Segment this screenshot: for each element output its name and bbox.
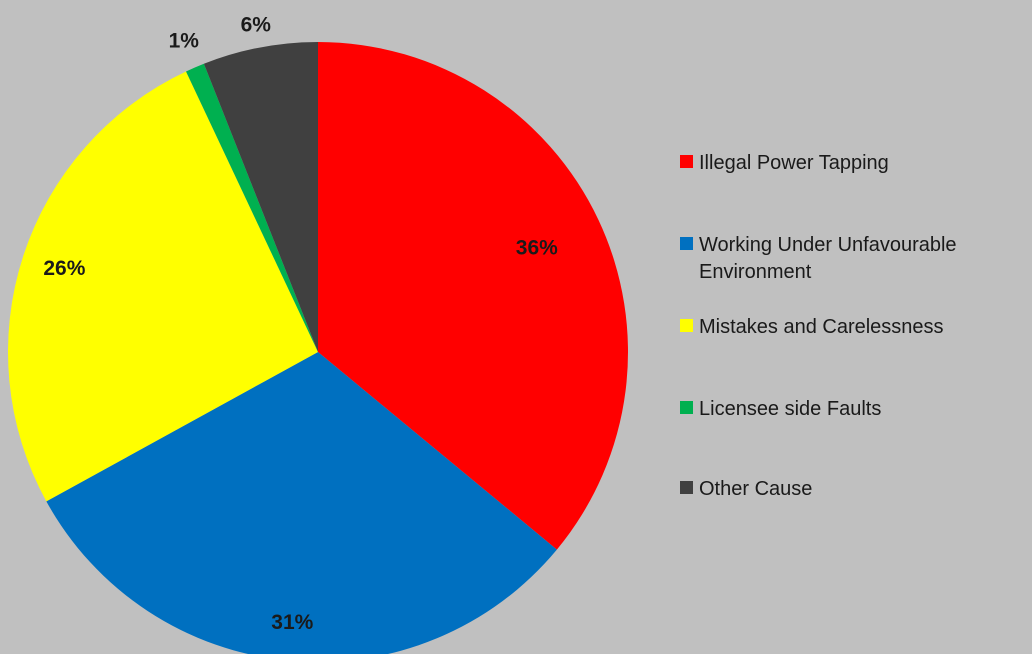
pie-slice-mistakes-and-carelessness (7, 71, 318, 502)
pie-slice-other-cause (203, 42, 318, 352)
slice-value-label-licensee-side-faults: 1% (169, 29, 200, 52)
legend-swatch (680, 401, 693, 414)
legend-swatch (680, 237, 693, 250)
pie-slice-working-under-unfavourable-environment (46, 352, 557, 654)
legend-label: Other Cause (699, 478, 813, 500)
legend-label: Mistakes and Carelessness (699, 316, 944, 338)
slice-value-label-mistakes-and-carelessness: 26% (43, 257, 85, 280)
slice-value-label-working-under-unfavourable-environment: 31% (271, 611, 313, 634)
legend-label: Licensee side Faults (699, 398, 882, 420)
slice-value-label-illegal-power-tapping: 36% (516, 237, 558, 260)
legend-label: Illegal Power Tapping (699, 152, 889, 174)
legend-label: Working Under Unfavourable Environment (699, 234, 957, 283)
legend-swatch (680, 481, 693, 494)
slice-value-label-other-cause: 6% (241, 14, 272, 37)
legend-item-licensee-side-faults: Licensee side Faults (680, 396, 1009, 423)
legend-item-other-cause: Other Cause (680, 476, 1009, 503)
legend-swatch (680, 319, 693, 332)
pie-slice-licensee-side-faults (186, 63, 318, 353)
legend-item-mistakes-and-carelessness: Mistakes and Carelessness (680, 314, 1009, 341)
legend-swatch (680, 155, 693, 168)
legend-item-working-under-unfavourable-environment: Working Under Unfavourable Environment (680, 232, 1009, 286)
legend-item-illegal-power-tapping: Illegal Power Tapping (680, 150, 1009, 177)
pie-slice-illegal-power-tapping (318, 42, 628, 550)
